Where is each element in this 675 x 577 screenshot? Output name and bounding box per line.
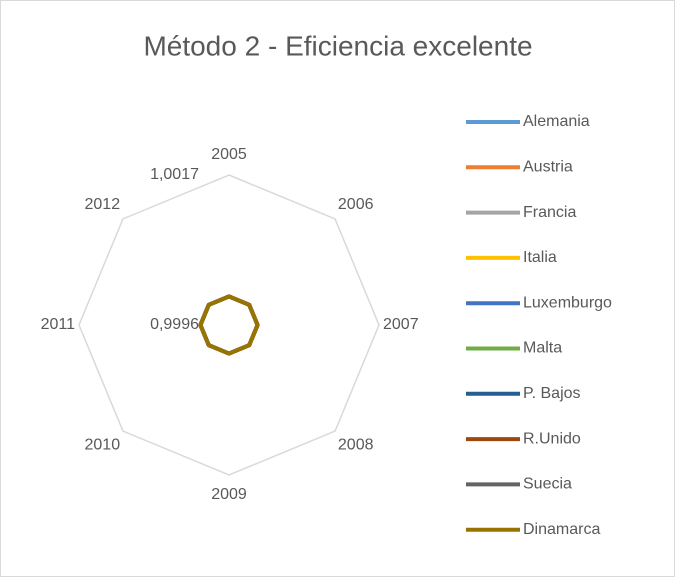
legend-label: Luxemburgo [523,294,612,311]
category-label: 2009 [211,486,247,503]
category-label: 2006 [338,196,374,213]
r-tick-label: 0,9996 [150,316,199,333]
chart-title: Método 2 - Eficiencia excelente [143,30,532,61]
legend-label: Italia [523,249,557,266]
category-label: 2011 [41,316,76,333]
category-label: 2007 [383,316,419,333]
legend-label: Austria [523,159,573,176]
category-label: 2012 [85,196,121,213]
legend-label: Malta [523,340,562,357]
legend-label: Dinamarca [523,521,600,538]
legend-label: Suecia [523,476,572,493]
legend-label: R.Unido [523,430,581,447]
legend-label: Francia [523,204,576,221]
legend-label: P. Bajos [523,385,581,402]
r-tick-label: 1,0017 [150,166,199,183]
category-label: 2005 [211,146,247,163]
series-line [198,294,260,356]
category-label: 2010 [85,436,121,453]
category-label: 2008 [338,436,374,453]
legend-label: Alemania [523,113,590,130]
grid-line [78,174,380,476]
